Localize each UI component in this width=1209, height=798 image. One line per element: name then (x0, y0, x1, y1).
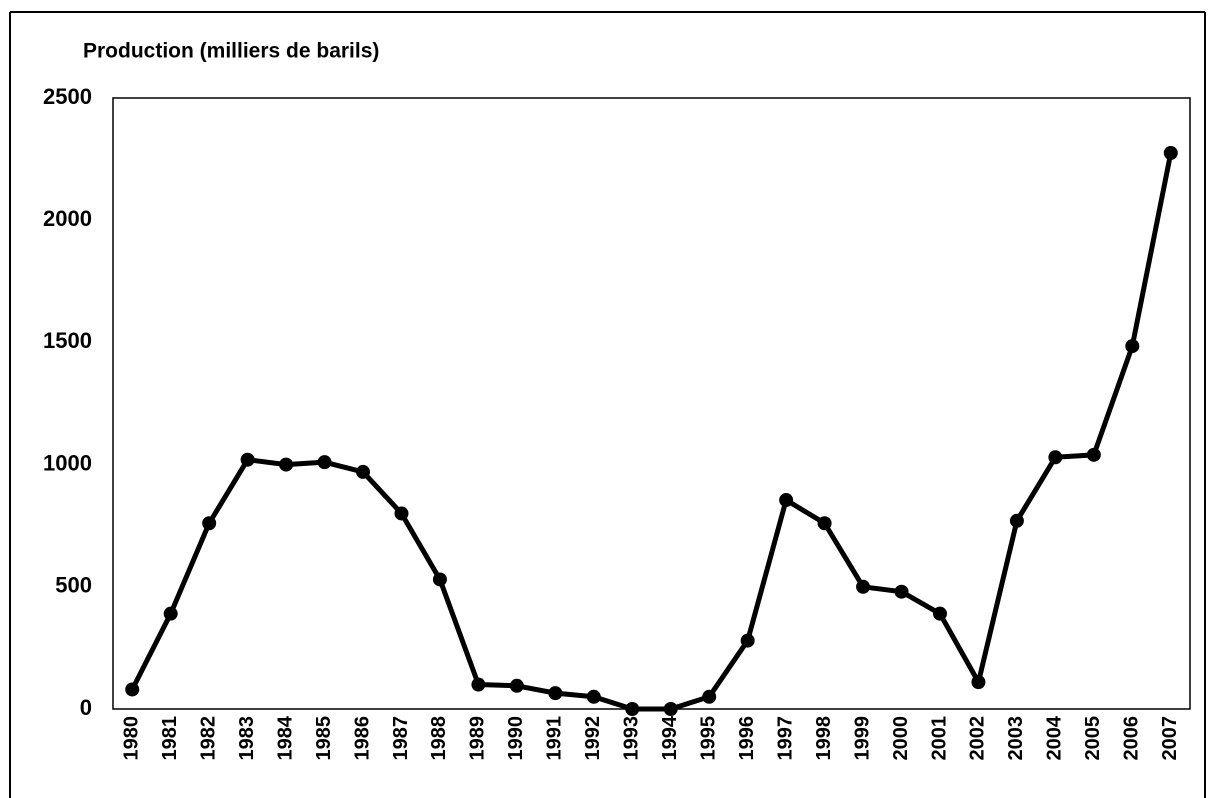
x-tick-label: 2006 (1121, 716, 1143, 761)
marker (548, 686, 563, 701)
x-tick-label: 1999 (851, 716, 873, 761)
chart-title: Production (milliers de barils) (83, 40, 379, 63)
marker (240, 452, 255, 467)
y-tick-label: 1000 (43, 450, 92, 475)
x-tick-label: 1991 (544, 716, 566, 761)
x-tick-label: 1987 (390, 716, 412, 761)
x-tick-label: 1995 (697, 716, 719, 761)
marker (1009, 513, 1024, 528)
x-tick-label: 2003 (1005, 716, 1027, 761)
marker (740, 633, 755, 648)
y-tick-label: 0 (80, 695, 92, 720)
marker (1048, 450, 1063, 465)
y-tick-label: 2000 (43, 206, 92, 231)
marker (471, 677, 486, 692)
marker (1086, 447, 1101, 462)
marker (317, 455, 332, 470)
x-tick-label: 2000 (890, 716, 912, 761)
x-tick-label: 1982 (197, 716, 219, 761)
x-tick-label: 1986 (351, 716, 373, 761)
x-tick-label: 2001 (928, 716, 950, 761)
x-tick-label: 1998 (813, 716, 835, 761)
x-tick-label: 2004 (1044, 715, 1066, 760)
x-tick-label: 2005 (1082, 716, 1104, 761)
x-tick-label: 1981 (159, 716, 181, 761)
marker (779, 493, 794, 508)
plot-area (112, 97, 1191, 710)
marker (932, 606, 947, 621)
x-tick-label: 1997 (774, 716, 796, 761)
y-tick-label: 1500 (43, 328, 92, 353)
x-tick-label: 1985 (313, 716, 335, 761)
line (130, 152, 1174, 712)
marker (702, 689, 717, 704)
x-tick-label: 1980 (121, 716, 143, 761)
x-tick-label: 2002 (967, 716, 989, 761)
marker (163, 606, 178, 621)
x-tick-label: 1993 (621, 716, 643, 761)
x-tick-label: 1988 (428, 716, 450, 761)
marker (509, 678, 524, 693)
marker (1125, 339, 1140, 354)
marker (356, 464, 371, 479)
marker (279, 457, 294, 472)
y-tick-label: 2500 (43, 84, 92, 109)
marker (971, 675, 986, 690)
marker (894, 584, 909, 599)
marker (625, 702, 640, 716)
marker (432, 572, 447, 587)
marker (125, 682, 140, 697)
x-tick-label: 1992 (582, 716, 604, 761)
marker (394, 506, 409, 521)
x-tick-label: 1983 (236, 716, 258, 761)
x-tick-label: 1996 (736, 716, 758, 761)
x-tick-label: 1994 (659, 715, 681, 760)
x-tick-label: 1984 (274, 715, 296, 760)
y-tick-label: 500 (55, 573, 92, 598)
marker (663, 702, 678, 716)
x-tick-label: 1990 (505, 716, 527, 761)
x-tick-label: 2007 (1159, 716, 1181, 761)
marker (817, 516, 832, 531)
marker (202, 516, 217, 531)
marker (1163, 145, 1178, 160)
marker (586, 689, 601, 704)
x-tick-label: 1989 (467, 716, 489, 761)
marker (856, 579, 871, 594)
